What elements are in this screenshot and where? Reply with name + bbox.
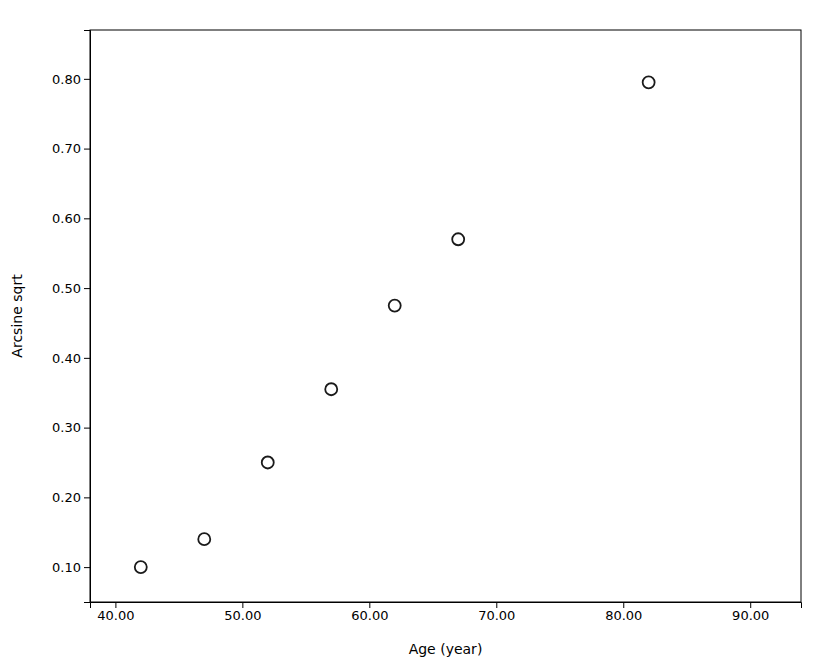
tick-label: 50.00 — [224, 608, 261, 623]
y-axis: 0.10 0.20 0.30 0.40 0.50 0.60 0.70 0.80 — [52, 31, 90, 603]
tick-label: 80.00 — [605, 608, 642, 623]
axis-line — [91, 603, 802, 609]
point — [135, 561, 147, 573]
tick: 0.50 — [52, 281, 90, 296]
tick-label: 0.60 — [52, 211, 81, 226]
tick-label: 0.10 — [52, 560, 81, 575]
tick: 50.00 — [224, 602, 261, 623]
tick-mark — [84, 218, 90, 219]
tick-label: 0.70 — [52, 141, 81, 156]
point — [325, 383, 337, 395]
tick-mark — [84, 288, 90, 289]
tick-mark — [750, 602, 751, 608]
tick: 80.00 — [605, 602, 642, 623]
tick-mark — [84, 497, 90, 498]
tick: 0.20 — [52, 490, 90, 505]
point — [262, 456, 274, 468]
tick-mark — [84, 149, 90, 150]
plot: 40.0050.0060.0070.0080.0090.000.100.200.… — [52, 30, 801, 623]
tick: 60.00 — [351, 602, 388, 623]
x-axis-label: Age (year) — [409, 641, 483, 657]
point — [198, 533, 210, 545]
plot-frame — [90, 30, 801, 602]
point — [643, 76, 655, 88]
tick-label: 0.20 — [52, 490, 81, 505]
tick: 0.60 — [52, 211, 90, 226]
chart: 40.0050.0060.0070.0080.0090.000.100.200.… — [0, 0, 831, 672]
tick-mark — [369, 602, 370, 608]
tick-mark — [623, 602, 624, 608]
tick: 0.70 — [52, 141, 90, 156]
tick-label: 60.00 — [351, 608, 388, 623]
tick-mark — [84, 428, 90, 429]
tick: 0.80 — [52, 71, 90, 86]
tick: 0.40 — [52, 351, 90, 366]
tick-mark — [84, 567, 90, 568]
tick: 0.10 — [52, 560, 90, 575]
tick-label: 70.00 — [478, 608, 515, 623]
tick-mark — [242, 602, 243, 608]
point — [452, 233, 464, 245]
tick: 90.00 — [732, 602, 769, 623]
tick-label: 0.30 — [52, 420, 81, 435]
point — [389, 300, 401, 312]
x-axis: 40.00 50.00 60.00 70.00 80.00 90.00 — [91, 602, 802, 623]
points — [135, 76, 655, 573]
tick-mark — [84, 79, 90, 80]
tick-mark — [115, 602, 116, 608]
tick: 40.00 — [97, 602, 134, 623]
tick-label: 0.80 — [52, 71, 81, 86]
tick-label: 90.00 — [732, 608, 769, 623]
tick-label: 40.00 — [97, 608, 134, 623]
axis-line — [84, 31, 91, 603]
tick: 0.30 — [52, 420, 90, 435]
y-axis-label: Arcsine sqrt — [9, 274, 25, 358]
tick-label: 0.40 — [52, 351, 81, 366]
tick-label: 0.50 — [52, 281, 81, 296]
tick-mark — [84, 358, 90, 359]
tick: 70.00 — [478, 602, 515, 623]
tick-mark — [496, 602, 497, 608]
